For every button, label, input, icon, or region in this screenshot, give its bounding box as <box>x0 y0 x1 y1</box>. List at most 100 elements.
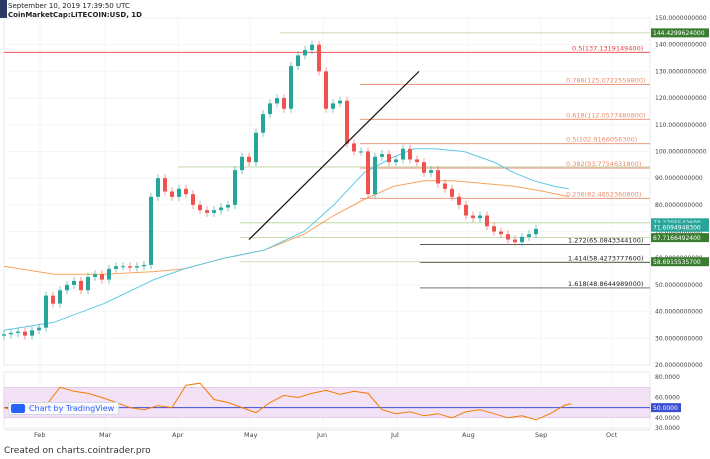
candle-body <box>331 103 335 109</box>
candle-body <box>156 178 160 197</box>
ma-fast-line <box>3 148 570 331</box>
candle-body <box>107 268 111 280</box>
candle-body <box>163 178 167 192</box>
tradingview-badge-label: Chart by TradingView <box>29 404 115 413</box>
rsi-tick-label: 30.0000 <box>655 425 680 432</box>
candle-body <box>450 188 454 197</box>
candle-body <box>121 266 125 268</box>
candle-body <box>142 264 146 267</box>
candle-body <box>275 98 279 104</box>
candle-body <box>72 280 76 285</box>
candle-body <box>44 295 48 328</box>
x-tick-label: Mar <box>99 431 112 439</box>
y-tick-label: 150.0000000000 <box>655 15 707 22</box>
fib-extension-label: 1.272(65.0843344100) <box>568 237 643 245</box>
y-tick-label: 80.0000000000 <box>655 202 703 209</box>
candle-body <box>30 330 34 336</box>
candle-body <box>51 295 55 304</box>
candle-body <box>324 71 328 109</box>
candle-body <box>506 234 510 240</box>
candle-body <box>268 103 272 115</box>
candle-body <box>373 156 377 195</box>
fib-level-label: 0.786(125.0722559800) <box>566 77 646 85</box>
price-tag-label: 71.6094948300 <box>653 224 701 231</box>
candle-body <box>191 194 195 205</box>
candle-body <box>282 98 286 109</box>
rsi-midline-tag <box>651 403 681 413</box>
candle-body <box>338 100 342 104</box>
fib-level-label: 0.618(112.0577480800) <box>566 111 646 119</box>
candle-body <box>289 66 293 109</box>
price-tag-label: 144.4299624000 <box>653 30 705 37</box>
candle-body <box>345 100 349 144</box>
candle-body <box>198 204 202 211</box>
candle-body <box>86 276 90 291</box>
rsi-tick-label: 80.0000 <box>655 374 680 381</box>
candle-body <box>310 44 314 51</box>
candle-body <box>492 226 496 232</box>
candle-body <box>457 196 461 205</box>
candle-body <box>233 170 237 205</box>
fib-extension-label: 1.414(58.4273777600) <box>568 254 643 262</box>
y-tick-label: 20.0000000000 <box>655 362 703 369</box>
candle-body <box>65 284 69 291</box>
candle-body <box>79 280 83 291</box>
candle-body <box>212 210 216 213</box>
x-tick-label: Sep <box>535 431 547 439</box>
x-tick-label: Aug <box>462 431 475 439</box>
candle-body <box>254 132 258 163</box>
brand-logo-icon <box>0 0 7 18</box>
candle-body <box>443 183 447 189</box>
ma-slow-line <box>3 180 570 275</box>
y-tick-label: 140.0000000000 <box>655 42 707 49</box>
candle-body <box>226 204 230 208</box>
fib-level-label: 0.5(137.1319149400) <box>572 44 643 52</box>
candle-body <box>429 170 433 173</box>
candle-body <box>387 154 391 163</box>
x-tick-label: Jun <box>316 431 327 439</box>
rsi-tick-label: 50.0000 <box>653 405 678 412</box>
candle-body <box>9 332 13 335</box>
candle-body <box>359 151 363 153</box>
candle-body <box>23 331 27 336</box>
trendline <box>248 70 420 240</box>
y-tick-label: 50.0000000000 <box>655 282 703 289</box>
candle-body <box>408 148 412 160</box>
candle-body <box>499 231 503 235</box>
candle-body <box>352 143 356 152</box>
fib-extension-label: 1.618(48.8644989000) <box>568 280 643 288</box>
candle-body <box>128 266 132 268</box>
candle-body <box>170 191 174 197</box>
candle-body <box>436 170 440 184</box>
x-tick-label: Oct <box>606 431 618 439</box>
candle-body <box>240 156 244 171</box>
y-tick-label: 70.0000000000 <box>655 229 703 236</box>
candle-body <box>485 215 489 227</box>
x-tick-label: Jul <box>390 431 399 439</box>
candle-body <box>401 148 405 160</box>
candle-body <box>394 159 398 163</box>
candle-body <box>534 228 538 235</box>
y-tick-label: 100.0000000000 <box>655 148 707 155</box>
rsi-tick-label: 40.0000 <box>655 415 680 422</box>
candle-body <box>2 334 6 336</box>
candle-body <box>205 210 209 213</box>
price-tag-label: 58.6915535700 <box>653 259 701 266</box>
candle-body <box>93 274 97 277</box>
candle-body <box>135 266 139 268</box>
candle-body <box>184 188 188 195</box>
candle-body <box>261 114 265 133</box>
price-tag <box>651 28 709 38</box>
price-tag-label: 67.7166492400 <box>653 235 701 242</box>
price-pane <box>3 17 651 366</box>
candle-body <box>527 234 531 237</box>
candle-body <box>415 159 419 163</box>
y-tick-label: 110.0000000000 <box>655 122 707 129</box>
y-tick-label: 130.0000000000 <box>655 68 707 75</box>
tradingview-badge[interactable]: Chart by TradingView <box>8 402 120 415</box>
candle-body <box>478 215 482 219</box>
candle-body <box>114 266 118 269</box>
candle-body <box>422 162 426 173</box>
candle-body <box>520 236 524 243</box>
